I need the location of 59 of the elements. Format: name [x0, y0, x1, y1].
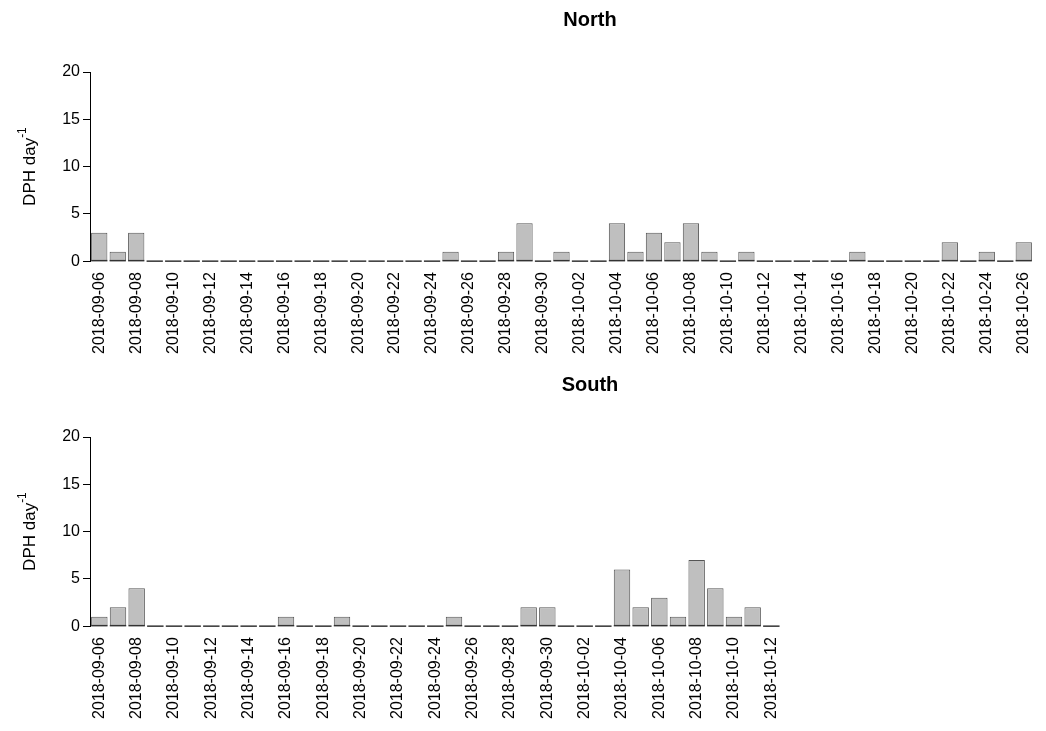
- x-tick-label: 2018-09-16: [276, 637, 294, 719]
- x-tick-label: 2018-09-24: [425, 637, 443, 719]
- x-tick-label: 2018-10-04: [607, 272, 625, 354]
- x-tick-label: 2018-10-10: [724, 637, 742, 719]
- x-tick-label: 2018-09-14: [237, 272, 255, 354]
- x-tick-label: 2018-10-02: [570, 272, 588, 354]
- x-tick-label: 2018-09-20: [348, 272, 366, 354]
- x-tick-label: 2018-10-12: [755, 272, 773, 354]
- x-tick-label: 2018-09-12: [200, 272, 218, 354]
- x-tick-label: 2018-09-28: [496, 272, 514, 354]
- y-tick-label: 15: [62, 474, 81, 492]
- x-tick-label: 2018-09-22: [385, 272, 403, 354]
- y-tick-label: 0: [71, 616, 81, 634]
- x-tick-label: 2018-10-12: [761, 637, 779, 719]
- y-tick-label: 5: [71, 204, 81, 222]
- x-tick-label: 2018-10-04: [612, 637, 630, 719]
- x-tick-label: 2018-10-24: [977, 272, 995, 354]
- x-tick-label: 2018-09-18: [311, 272, 329, 354]
- x-tick-label: 2018-10-20: [903, 272, 921, 354]
- x-tick-label: 2018-10-18: [866, 272, 884, 354]
- x-tick-label: 2018-09-26: [459, 272, 477, 354]
- x-tick-label: 2018-09-26: [463, 637, 481, 719]
- x-tick-label: 2018-09-28: [500, 637, 518, 719]
- x-tick-label: 2018-09-24: [422, 272, 440, 354]
- x-tick-label: 2018-10-16: [829, 272, 847, 354]
- x-tick-label: 2018-09-10: [163, 272, 181, 354]
- x-tick-label: 2018-09-06: [89, 272, 107, 354]
- x-tick-label: 2018-09-14: [239, 637, 257, 719]
- x-tick-label: 2018-09-06: [89, 637, 107, 719]
- x-tick-label: 2018-09-16: [274, 272, 292, 354]
- x-tick-label: 2018-10-08: [687, 637, 705, 719]
- x-tick-label: 2018-10-10: [718, 272, 736, 354]
- y-tick-label: 20: [62, 62, 81, 80]
- chart-title: North: [563, 7, 617, 30]
- x-tick-label: 2018-10-06: [644, 272, 662, 354]
- x-tick-label: 2018-09-10: [164, 637, 182, 719]
- x-tick-label: 2018-10-08: [681, 272, 699, 354]
- y-tick-label: 20: [62, 427, 81, 445]
- chart-title: South: [561, 372, 619, 395]
- x-tick-label: 2018-10-22: [940, 272, 958, 354]
- y-tick-label: 10: [62, 156, 81, 174]
- y-tick-label: 10: [62, 521, 81, 539]
- y-tick-label: 15: [62, 109, 81, 127]
- x-tick-label: 2018-09-30: [533, 272, 551, 354]
- y-tick-label: 5: [71, 569, 81, 587]
- x-tick-label: 2018-09-18: [313, 637, 331, 719]
- y-axis-title: DPH day-1: [14, 126, 39, 206]
- x-tick-label: 2018-10-26: [1014, 272, 1032, 354]
- x-tick-label: 2018-09-08: [127, 637, 145, 719]
- x-tick-label: 2018-09-20: [351, 637, 369, 719]
- x-tick-label: 2018-10-06: [649, 637, 667, 719]
- x-tick-label: 2018-09-30: [537, 637, 555, 719]
- x-tick-label: 2018-09-08: [126, 272, 144, 354]
- x-tick-label: 2018-10-02: [575, 637, 593, 719]
- x-tick-label: 2018-09-22: [388, 637, 406, 719]
- x-tick-label: 2018-09-12: [201, 637, 219, 719]
- y-axis-title: DPH day-1: [14, 491, 39, 571]
- y-tick-label: 0: [71, 251, 81, 269]
- x-tick-label: 2018-10-14: [792, 272, 810, 354]
